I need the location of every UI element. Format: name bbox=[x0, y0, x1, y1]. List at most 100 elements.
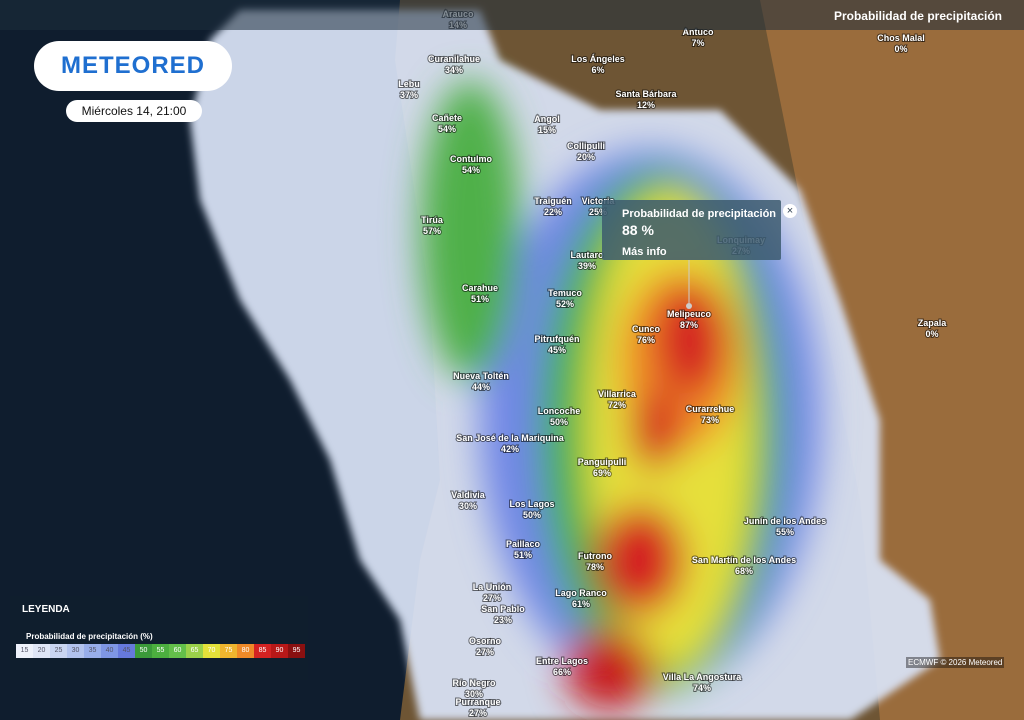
city-name[interactable]: Carahue bbox=[461, 282, 499, 294]
legend-item: 25 bbox=[50, 644, 67, 658]
city-value[interactable]: 50% bbox=[549, 416, 569, 428]
city-value[interactable]: 44% bbox=[471, 381, 491, 393]
city-value[interactable]: 30% bbox=[458, 500, 478, 512]
legend-subtitle: Probabilidad de precipitación (%) bbox=[26, 632, 153, 641]
city-name[interactable]: Collipulli bbox=[566, 140, 606, 152]
city-name[interactable]: San Martín de los Andes bbox=[691, 554, 797, 566]
city-value[interactable]: 7% bbox=[690, 37, 705, 49]
city-value[interactable]: 0% bbox=[893, 43, 908, 55]
city-value[interactable]: 69% bbox=[592, 467, 612, 479]
legend-item: 50 bbox=[135, 644, 152, 658]
city-value[interactable]: 6% bbox=[590, 64, 605, 76]
city-name[interactable]: Purranque bbox=[454, 696, 501, 708]
city-name[interactable]: Lago Ranco bbox=[554, 587, 608, 599]
legend-title: LEYENDA bbox=[22, 604, 70, 615]
city-value[interactable]: 34% bbox=[444, 64, 464, 76]
city-value[interactable]: 52% bbox=[555, 298, 575, 310]
city-name[interactable]: Villa La Angostura bbox=[662, 671, 744, 683]
city-name[interactable]: Paillaco bbox=[505, 538, 542, 550]
city-name[interactable]: Los Lagos bbox=[508, 498, 555, 510]
city-value[interactable]: 78% bbox=[585, 561, 605, 573]
city-name[interactable]: Pitrufquén bbox=[534, 333, 581, 345]
city-value[interactable]: 51% bbox=[513, 549, 533, 561]
city-name[interactable]: Chos Malal bbox=[876, 32, 926, 44]
city-name[interactable]: Zapala bbox=[917, 317, 949, 329]
city-value[interactable]: 54% bbox=[461, 164, 481, 176]
city-value[interactable]: 12% bbox=[636, 99, 656, 111]
city-value[interactable]: 50% bbox=[522, 509, 542, 521]
city-name[interactable]: Contulmo bbox=[449, 153, 493, 165]
city-value[interactable]: 72% bbox=[607, 399, 627, 411]
precip-overlay bbox=[420, 80, 820, 710]
city-name[interactable]: Entre Lagos bbox=[535, 655, 589, 667]
city-name[interactable]: Villarrica bbox=[597, 388, 638, 400]
city-name[interactable]: Futrono bbox=[577, 550, 613, 562]
city-name[interactable]: Tirúa bbox=[420, 214, 445, 226]
attribution: ECMWF © 2026 Meteored bbox=[906, 657, 1005, 668]
city-value[interactable]: 45% bbox=[547, 344, 567, 356]
city-value[interactable]: 42% bbox=[500, 443, 520, 455]
top-bar: Probabilidad de precipitación bbox=[0, 0, 1024, 30]
city-name[interactable]: Junín de los Andes bbox=[743, 515, 827, 527]
city-name[interactable]: Panguipulli bbox=[577, 456, 628, 468]
city-value[interactable]: 23% bbox=[493, 614, 513, 626]
city-name[interactable]: Angol bbox=[533, 113, 561, 125]
logo[interactable]: METEORED bbox=[34, 41, 232, 91]
city-value[interactable]: 73% bbox=[700, 414, 720, 426]
city-value[interactable]: 54% bbox=[437, 123, 457, 135]
city-value[interactable]: 87% bbox=[679, 319, 699, 331]
city-value[interactable]: 22% bbox=[543, 206, 563, 218]
legend-item: 70 bbox=[203, 644, 220, 658]
popup-pin bbox=[686, 303, 692, 309]
city-name[interactable]: Cunco bbox=[631, 323, 662, 335]
city-value[interactable]: 51% bbox=[470, 293, 490, 305]
city-name[interactable]: La Unión bbox=[472, 581, 513, 593]
legend-item: 85 bbox=[254, 644, 271, 658]
city-value[interactable]: 30% bbox=[464, 688, 484, 700]
date: Miércoles 14, 21:00 bbox=[66, 100, 202, 122]
city-name[interactable]: Río Negro bbox=[451, 677, 497, 689]
city-value[interactable]: 57% bbox=[422, 225, 442, 237]
city-value[interactable]: 37% bbox=[399, 89, 419, 101]
city-value[interactable]: 76% bbox=[636, 334, 656, 346]
city-name[interactable]: Melipeuco bbox=[666, 308, 713, 320]
popup-value: 88 % bbox=[622, 222, 654, 238]
city-name[interactable]: Curarrehue bbox=[685, 403, 736, 415]
close-button[interactable]: × bbox=[783, 204, 797, 218]
city-name[interactable]: Santa Bárbara bbox=[614, 88, 678, 100]
header-title: Probabilidad de precipitación bbox=[833, 9, 1002, 23]
legend-item: 45 bbox=[118, 644, 135, 658]
legend-scale: 15 20 25 30 35 40 45 50 55 60 65 70 75 80 85 90 95 bbox=[16, 644, 305, 658]
city-value[interactable]: 27% bbox=[482, 592, 502, 604]
city-value[interactable]: 55% bbox=[775, 526, 795, 538]
city-value[interactable]: 61% bbox=[571, 598, 591, 610]
city-value[interactable]: 27% bbox=[468, 707, 488, 719]
city-name[interactable]: Traiguén bbox=[533, 195, 573, 207]
legend-item: 90 bbox=[271, 644, 288, 658]
city-name[interactable]: Valdivia bbox=[450, 489, 487, 501]
city-name[interactable]: Los Ángeles bbox=[570, 53, 626, 65]
city-value[interactable]: 0% bbox=[924, 328, 939, 340]
city-name[interactable]: Curanilahue bbox=[427, 53, 481, 65]
city-name[interactable]: Cañete bbox=[431, 112, 463, 124]
city-value[interactable]: 74% bbox=[692, 682, 712, 694]
city-name[interactable]: Temuco bbox=[547, 287, 583, 299]
city-value[interactable]: 27% bbox=[475, 646, 495, 658]
city-name[interactable]: Nueva Toltén bbox=[452, 370, 510, 382]
city-value[interactable]: 68% bbox=[734, 565, 754, 577]
city-value[interactable]: 20% bbox=[576, 151, 596, 163]
city-name[interactable]: San José de la Mariquina bbox=[455, 432, 566, 444]
city-name[interactable]: Lautaro bbox=[569, 249, 605, 261]
city-name[interactable]: Lebu bbox=[397, 78, 421, 90]
city-name[interactable]: Osorno bbox=[468, 635, 503, 647]
legend-item: 35 bbox=[84, 644, 101, 658]
legend-item: 95 bbox=[288, 644, 305, 658]
popup-link[interactable]: Más info bbox=[622, 246, 667, 258]
popup: Probabilidad de precipitación 88 % Más i… bbox=[602, 200, 797, 260]
city-value[interactable]: 66% bbox=[552, 666, 572, 678]
city-name[interactable]: San Pablo bbox=[480, 603, 526, 615]
city-value[interactable]: 39% bbox=[577, 260, 597, 272]
city-value[interactable]: 15% bbox=[537, 124, 557, 136]
city-name[interactable]: Loncoche bbox=[537, 405, 582, 417]
